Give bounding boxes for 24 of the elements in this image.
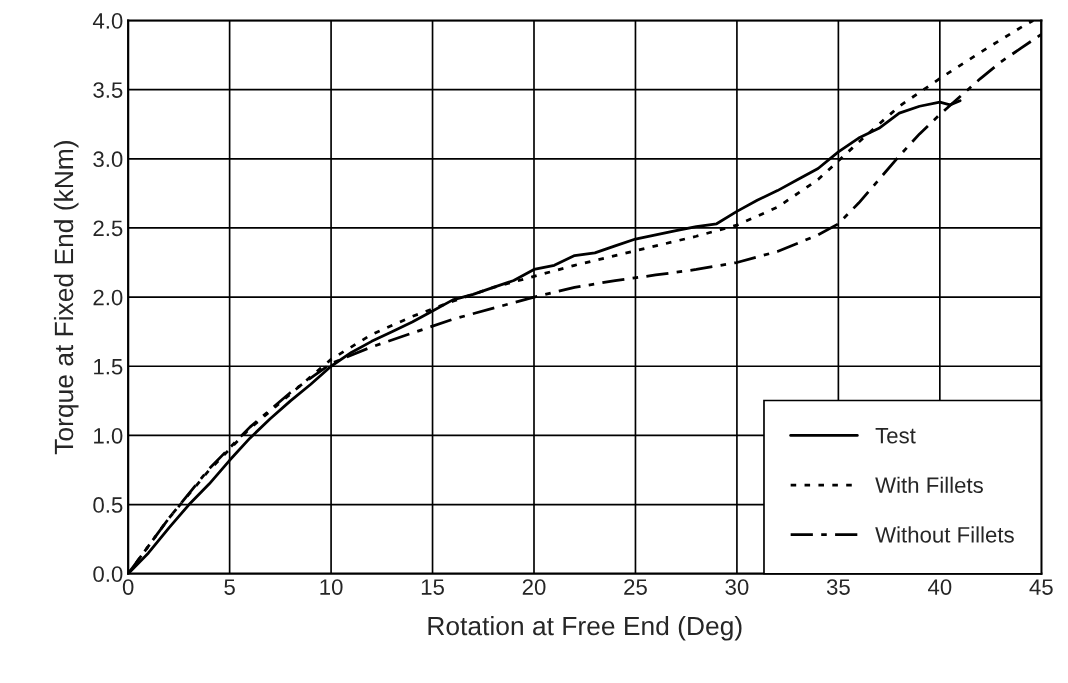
x-tick-label: 30: [725, 579, 749, 595]
y-axis-title: Torque at Fixed End (kNm): [53, 141, 79, 455]
x-tick-label: 20: [522, 579, 546, 595]
y-tick-label: 2.0: [93, 289, 123, 306]
y-tick-label: 1.5: [94, 359, 123, 375]
x-tick-label: 35: [826, 579, 850, 595]
y-tick-label: 0.0: [93, 566, 123, 582]
legend-label: Test: [875, 427, 916, 444]
x-tick-label: 5: [224, 579, 235, 595]
y-tick-label: 1.0: [94, 427, 123, 444]
x-tick-label: 40: [927, 579, 952, 595]
x-tick-label: 0: [122, 579, 134, 595]
y-tick-label: 3.0: [93, 151, 123, 168]
x-axis-title: Rotation at Free End (Deg): [428, 615, 742, 641]
x-tick-label: 45: [1029, 579, 1053, 595]
x-tick-label: 10: [320, 579, 343, 595]
y-tick-label: 2.5: [93, 220, 123, 237]
y-tick-label: 4.0: [92, 13, 123, 29]
x-tick-label: 25: [624, 579, 647, 595]
legend-label: Without Fillets: [875, 526, 1014, 543]
y-tick-label: 0.5: [93, 497, 123, 513]
legend-label: With Fillets: [875, 476, 983, 494]
y-tick-label: 3.5: [93, 82, 123, 98]
x-tick-label: 15: [421, 579, 444, 595]
